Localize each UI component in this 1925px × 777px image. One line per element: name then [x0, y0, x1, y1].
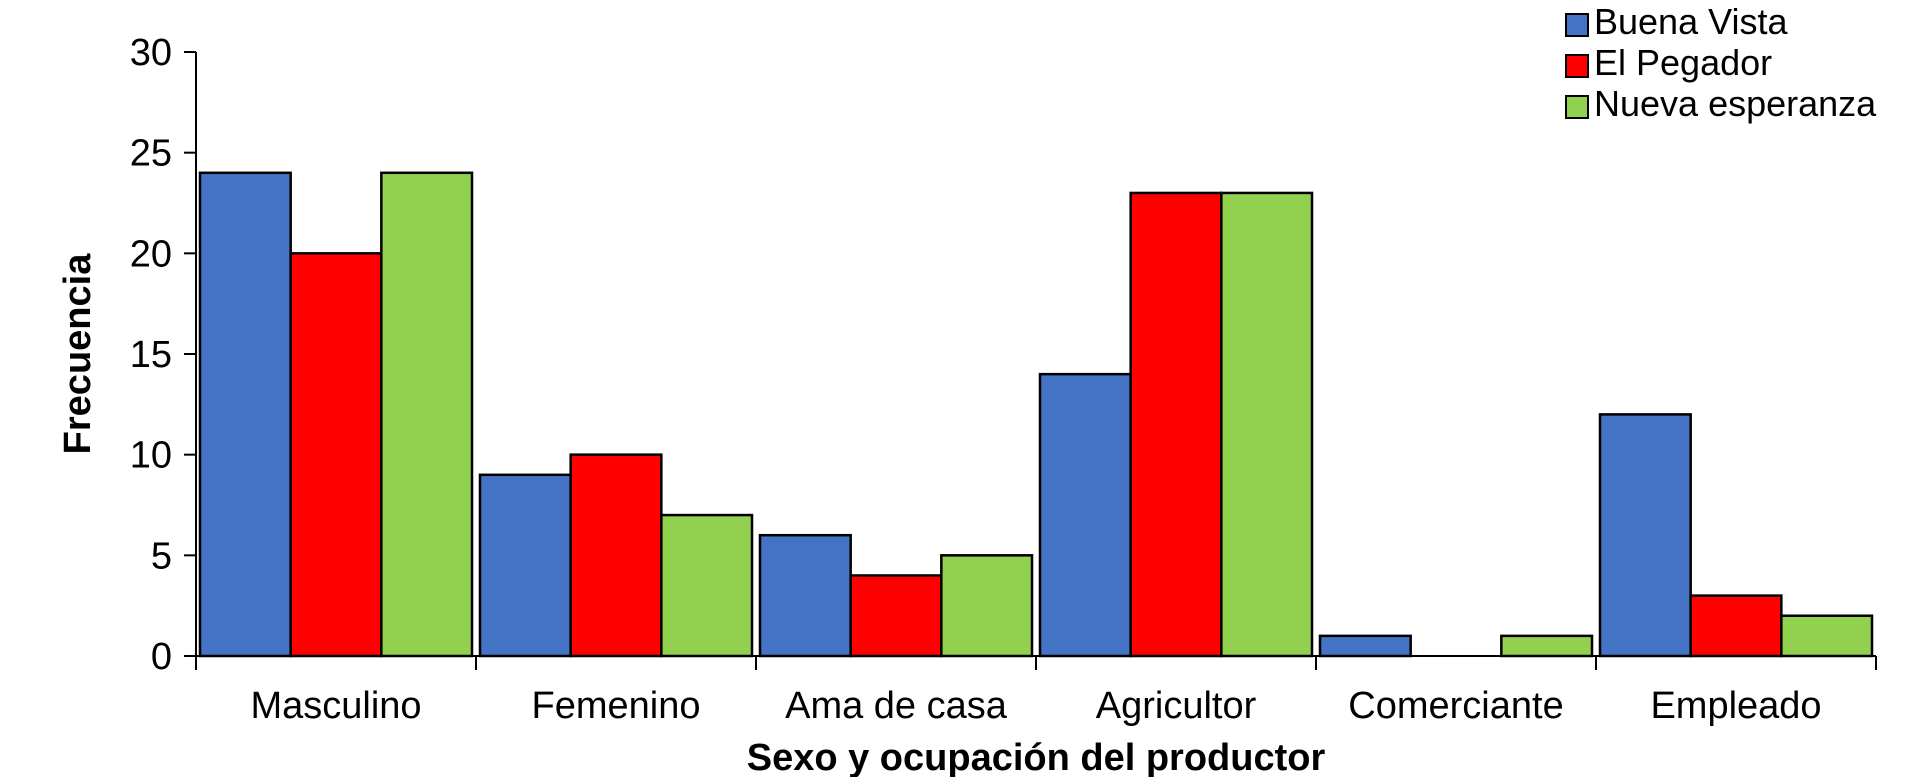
x-tick-label: Empleado: [1650, 685, 1821, 727]
bar-el-pegador-agricultor: [1129, 191, 1223, 658]
x-tick-label: Comerciante: [1348, 685, 1563, 727]
x-tick-label: Masculino: [250, 685, 421, 727]
legend-label: El Pegador: [1594, 42, 1772, 83]
bar-buena-vista-masculino: [198, 171, 292, 658]
bars-group: [198, 171, 1874, 658]
y-axis-ticks: 0 5 10 15 20 25 30: [130, 32, 196, 678]
bar-buena-vista-comerciante: [1318, 634, 1412, 658]
x-tick-label: Ama de casa: [785, 685, 1008, 727]
y-tick-label: 15: [130, 334, 172, 376]
x-axis-title: Sexo y ocupación del productor: [747, 737, 1326, 777]
bar-nueva-esperanza-empleado: [1780, 614, 1874, 658]
x-tick-label: Agricultor: [1096, 685, 1257, 727]
y-tick-label: 20: [130, 233, 172, 275]
bar-nueva-esperanza-masculino: [380, 171, 474, 658]
x-tick-label: Femenino: [532, 685, 701, 727]
bar-buena-vista-empleado: [1598, 413, 1692, 658]
bar-buena-vista-agricultor: [1038, 372, 1132, 658]
bar-nueva-esperanza-femenino: [660, 513, 754, 658]
bar-el-pegador-empleado: [1689, 594, 1783, 658]
legend-label: Buena Vista: [1594, 1, 1788, 42]
bar-buena-vista-femenino: [478, 473, 572, 658]
bar-el-pegador-masculino: [289, 252, 383, 658]
y-tick-label: 25: [130, 133, 172, 175]
y-tick-label: 5: [151, 535, 172, 577]
legend-swatch: [1565, 95, 1589, 119]
bar-nueva-esperanza-comerciante: [1500, 634, 1594, 658]
y-axis-title: Frecuencia: [57, 253, 99, 455]
y-tick-label: 0: [151, 636, 172, 678]
bar-nueva-esperanza-agricultor: [1220, 191, 1314, 658]
bar-buena-vista-ama-de-casa: [758, 533, 852, 658]
y-tick-label: 10: [130, 435, 172, 477]
bar-el-pegador-femenino: [569, 453, 663, 658]
x-axis-ticks: Masculino Femenino Ama de casa Agricultor Co…: [195, 656, 1877, 727]
bar-nueva-esperanza-ama-de-casa: [940, 554, 1034, 658]
legend-swatch: [1565, 13, 1589, 37]
y-tick-label: 30: [130, 32, 172, 74]
legend-label: Nueva esperanza: [1594, 83, 1877, 124]
bar-el-pegador-ama-de-casa: [849, 574, 943, 658]
legend-swatch: [1565, 54, 1589, 78]
